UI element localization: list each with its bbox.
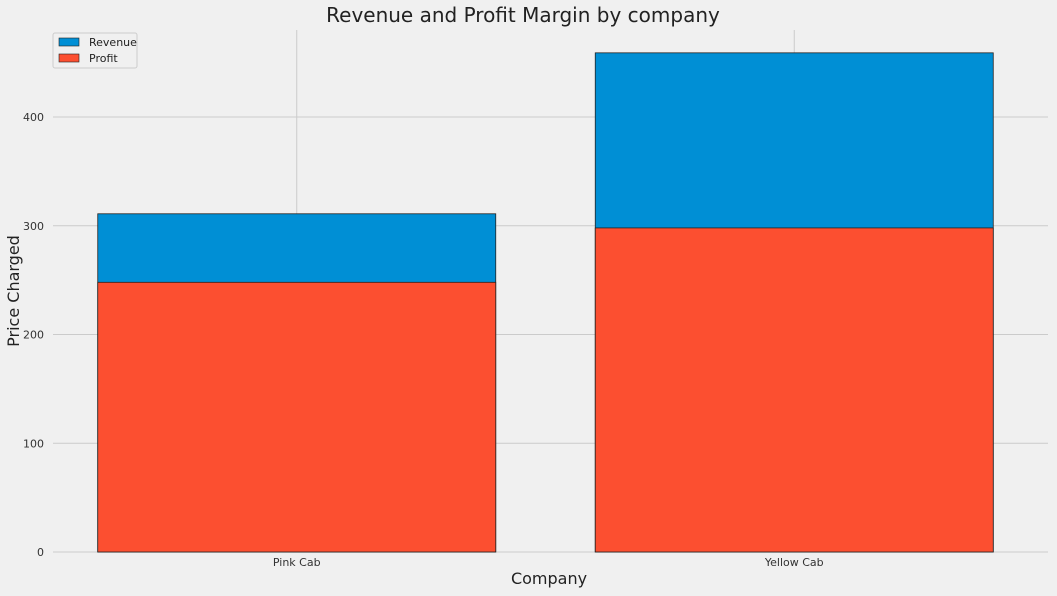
- legend-items: Revenue Profit: [58, 36, 137, 65]
- y-tick-label: 0: [37, 546, 44, 559]
- x-tick-labels: Pink Cab Yellow Cab: [273, 556, 824, 569]
- legend-label-profit: Profit: [89, 52, 118, 65]
- x-tick-label: Pink Cab: [273, 556, 321, 569]
- bar-profit-pink-cab: [97, 281, 497, 553]
- y-tick-label: 200: [23, 329, 44, 342]
- legend-swatch-profit: [58, 53, 80, 63]
- legend-label-revenue: Revenue: [89, 36, 137, 49]
- legend-swatch-revenue: [58, 37, 80, 47]
- bars: [97, 52, 994, 553]
- x-axis-label: Company: [511, 569, 587, 588]
- legend: Revenue Profit: [52, 32, 138, 69]
- y-tick-label: 400: [23, 111, 44, 124]
- y-axis-label: Price Charged: [4, 235, 23, 347]
- chart-title: Revenue and Profit Margin by company: [326, 3, 720, 27]
- bar-profit-yellow-cab: [594, 227, 994, 553]
- x-tick-label: Yellow Cab: [764, 556, 824, 569]
- y-tick-labels: 0 100 200 300 400: [23, 111, 44, 559]
- y-tick-label: 300: [23, 220, 44, 233]
- y-tick-label: 100: [23, 437, 44, 450]
